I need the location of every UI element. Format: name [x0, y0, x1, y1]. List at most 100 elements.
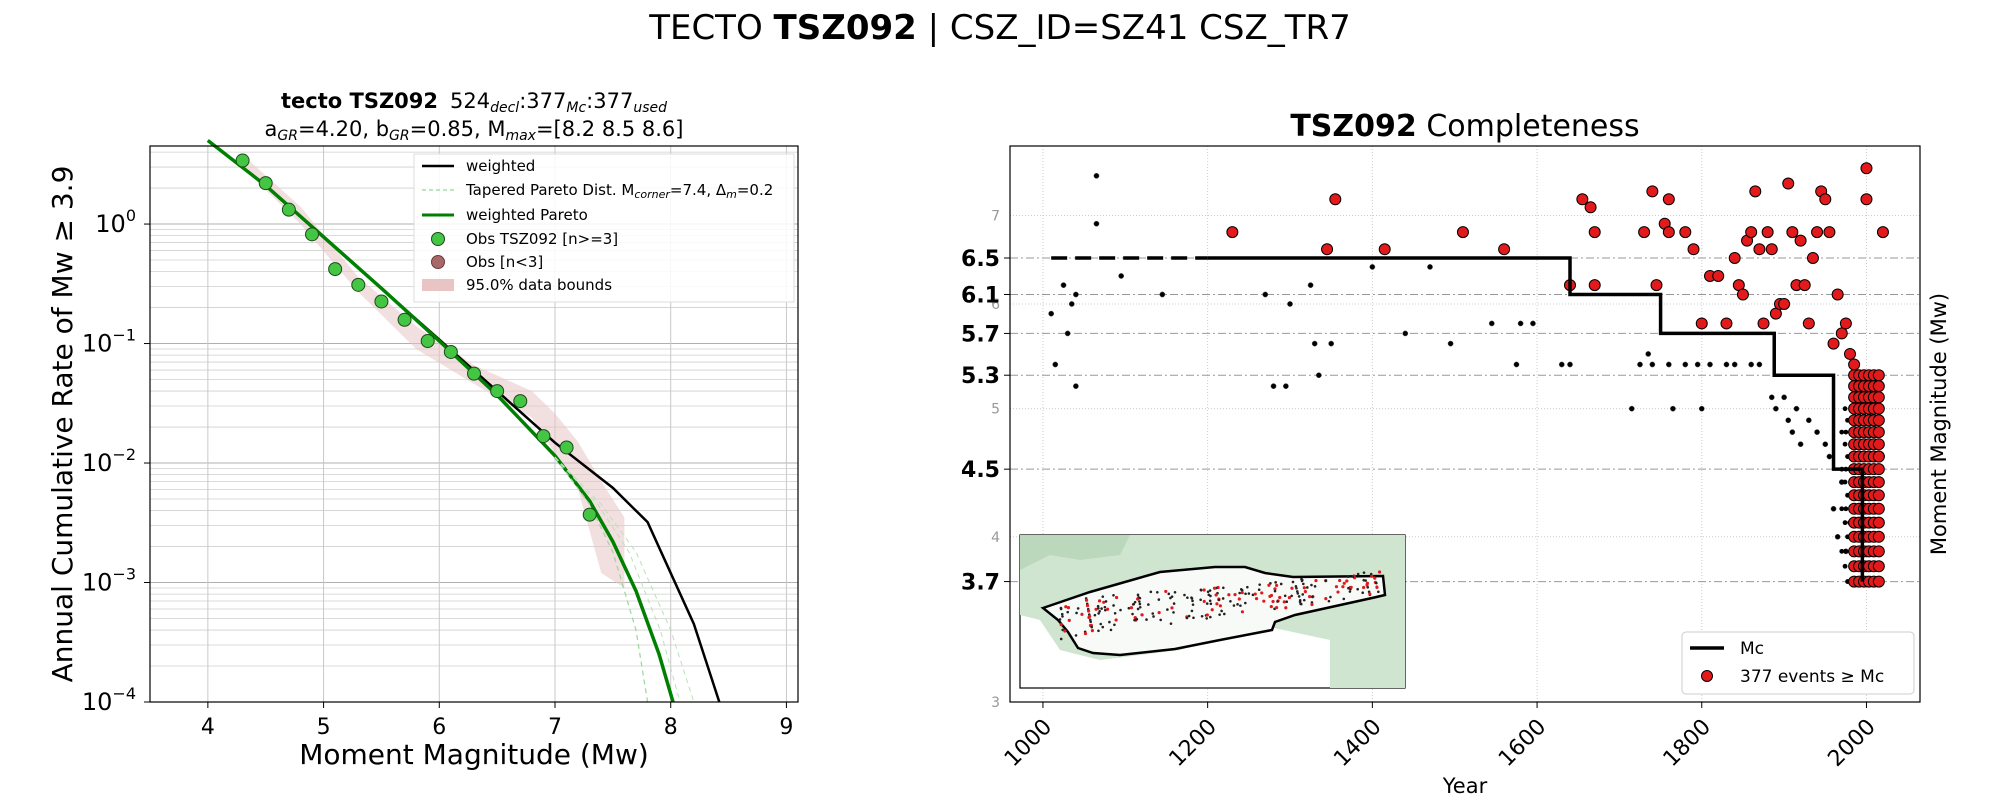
- legend-tapered-sub2: m: [726, 188, 737, 201]
- right-title-bold: TSZ092: [1290, 109, 1416, 144]
- inset-dot: [1268, 594, 1272, 598]
- inset-dot: [1215, 602, 1219, 606]
- right-legend: Mc 377 events ≥ Mc: [1681, 631, 1915, 695]
- inset-dot: [1138, 596, 1142, 600]
- mc-step-line: [1051, 256, 1865, 582]
- inset-dot: [1218, 604, 1223, 608]
- event-below-mc: [1789, 429, 1796, 435]
- legend-bounds-swatch: [422, 279, 454, 291]
- inset-dot: [1151, 612, 1155, 615]
- inset-dot: [1273, 587, 1277, 591]
- event-above-mc: [1872, 369, 1885, 382]
- event-below-mc: [1270, 383, 1277, 389]
- inset-dot: [1302, 586, 1306, 590]
- inset-dot: [1170, 606, 1174, 610]
- left-ytick-label: 10−4: [82, 684, 136, 716]
- event-below-mc: [1797, 441, 1804, 448]
- inset-dot: [1172, 611, 1175, 614]
- legend-weighted-label: weighted: [466, 157, 535, 175]
- inset-event-dots: [1058, 570, 1382, 641]
- mmax-value: =[8.2 8.5 8.6]: [536, 117, 684, 141]
- event-below-mc: [1159, 291, 1166, 298]
- inset-dot: [1058, 618, 1062, 621]
- inset-dot: [1205, 613, 1209, 617]
- tapered-variant-line: [554, 456, 681, 703]
- obs-points: [235, 153, 597, 522]
- inset-dot: [1155, 590, 1159, 594]
- inset-dot: [1267, 583, 1271, 587]
- left-title-line2: aGR=4.20, bGR=0.85, Mmax=[8.2 8.5 8.6]: [265, 117, 684, 144]
- inset-dot: [1199, 598, 1202, 602]
- inset-dot: [1104, 600, 1108, 603]
- inset-dot: [1059, 623, 1063, 627]
- event-below-mc: [1328, 340, 1335, 347]
- inset-dot: [1074, 634, 1078, 637]
- event-above-mc: [1823, 226, 1836, 239]
- inset-dot: [1170, 595, 1174, 598]
- inset-dot: [1066, 606, 1071, 610]
- inset-dot: [1090, 625, 1094, 629]
- event-above-mc: [1872, 502, 1885, 515]
- obs-point: [258, 176, 273, 191]
- left-title-n-mc: 377: [526, 89, 566, 113]
- inset-dot: [1133, 618, 1136, 622]
- inset-dot: [1172, 602, 1176, 605]
- left-ytick-exp: −1: [112, 326, 136, 345]
- event-below-mc: [1839, 548, 1845, 554]
- inset-dot: [1346, 575, 1350, 579]
- tapered-variant-line: [554, 456, 695, 703]
- left-ytick-exp: −3: [112, 565, 136, 584]
- legend-obs-small-label: Obs [n<3]: [466, 253, 543, 271]
- inset-dot: [1103, 605, 1107, 609]
- inset-dot: [1283, 594, 1287, 598]
- inset-dot: [1159, 618, 1162, 622]
- inset-dot: [1214, 593, 1218, 597]
- inset-dot: [1112, 593, 1115, 597]
- inset-dot: [1370, 574, 1374, 578]
- event-above-mc: [1753, 243, 1766, 256]
- inset-dot: [1229, 599, 1232, 603]
- agr-label: a: [265, 117, 278, 141]
- inset-dot: [1239, 588, 1243, 591]
- legend-tapered-label: Tapered Pareto Dist. Mcorner=7.4, Δm=0.2: [465, 181, 773, 201]
- event-below-mc: [1842, 441, 1848, 447]
- event-below-mc: [1822, 441, 1829, 448]
- event-below-mc: [1488, 320, 1495, 327]
- inset-dot: [1105, 607, 1110, 611]
- inset-dot: [1145, 618, 1148, 621]
- inset-dot: [1222, 586, 1225, 590]
- left-title-n-decl: 524: [450, 89, 490, 113]
- event-below-mc: [1645, 351, 1652, 357]
- inset-dot: [1209, 594, 1212, 598]
- event-above-mc: [1806, 252, 1819, 265]
- event-above-mc: [1687, 243, 1700, 256]
- inset-dot: [1100, 607, 1103, 610]
- left-title-line1: tecto TSZ092 524decl:377Mc:377used: [281, 89, 667, 116]
- event-below-mc: [1842, 563, 1848, 569]
- inset-dot: [1227, 593, 1231, 597]
- event-below-mc: [1064, 330, 1071, 337]
- inset-dot: [1278, 595, 1282, 600]
- event-above-mc: [1679, 226, 1692, 239]
- inset-dot: [1064, 605, 1068, 609]
- inset-dot: [1324, 579, 1327, 583]
- inset-dot: [1300, 579, 1304, 583]
- left-ytick-base: 10: [82, 449, 113, 477]
- legend-obs-small-swatch: [431, 255, 445, 269]
- inset-dot: [1351, 575, 1355, 578]
- obs-point: [328, 262, 343, 277]
- event-above-mc: [1872, 516, 1885, 529]
- right-title: TSZ092 Completeness: [1290, 109, 1639, 144]
- inset-dot: [1094, 607, 1098, 611]
- inset-dot: [1274, 581, 1277, 584]
- legend-obs-label: Obs TSZ092 [n>=3]: [466, 230, 618, 248]
- inset-dot: [1375, 585, 1379, 589]
- inset-dot: [1210, 608, 1214, 612]
- event-below-mc: [1315, 372, 1322, 379]
- inset-dot: [1294, 584, 1298, 588]
- right-ytick-light-label: 6: [991, 297, 1000, 313]
- inset-dot: [1205, 602, 1209, 605]
- event-above-mc: [1794, 234, 1807, 247]
- left-xtick-label: 9: [779, 715, 793, 740]
